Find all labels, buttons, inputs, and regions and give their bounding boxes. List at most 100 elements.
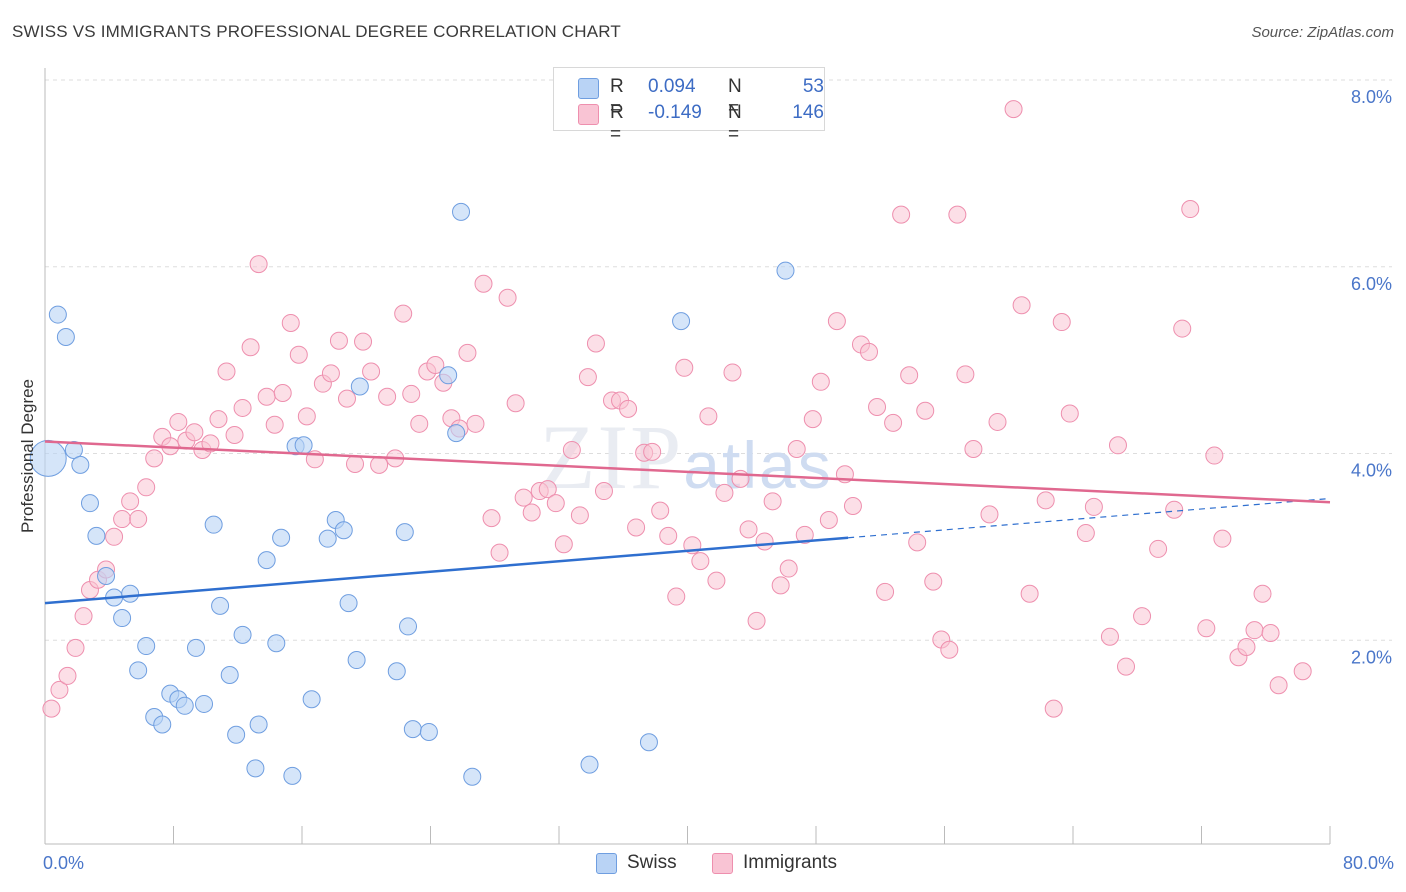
- swiss-point: [283, 766, 302, 785]
- swiss-point: [439, 366, 458, 385]
- immigrants-point: [1245, 621, 1264, 640]
- immigrants-point: [137, 478, 156, 497]
- swiss-point: [97, 567, 116, 586]
- swiss-point: [639, 733, 658, 752]
- immigrants-point: [651, 501, 670, 520]
- immigrants-point: [50, 680, 69, 699]
- immigrants-point: [707, 571, 726, 590]
- swiss-point: [64, 440, 83, 459]
- immigrants-point: [169, 412, 188, 431]
- immigrants-point: [1173, 319, 1192, 338]
- immigrants-point: [370, 455, 389, 474]
- swiss-point: [347, 651, 366, 670]
- swiss-point: [121, 584, 140, 603]
- swiss-point: [257, 551, 276, 570]
- y-tick-label: 6.0%: [1351, 274, 1392, 294]
- swiss-point: [419, 722, 438, 741]
- grid-layer: [45, 79, 1392, 641]
- immigrants-point: [121, 492, 140, 511]
- immigrants-point: [498, 288, 517, 307]
- swiss-point: [776, 261, 795, 280]
- immigrants-point: [225, 426, 244, 445]
- immigrants-point: [956, 365, 975, 384]
- immigrants-point: [354, 332, 373, 351]
- immigrants-point: [490, 543, 509, 562]
- trend-lines: [44, 440, 1331, 605]
- y-tick-label: 4.0%: [1351, 461, 1392, 481]
- swiss-point: [302, 690, 321, 709]
- immigrants-point: [58, 666, 77, 685]
- swiss-point: [272, 528, 291, 547]
- immigrants-point: [273, 383, 292, 402]
- swiss-legend-label: Swiss: [627, 852, 677, 873]
- immigrants-legend-swatch: [712, 853, 733, 874]
- immigrants-point: [1165, 500, 1184, 519]
- immigrants-point: [1020, 584, 1039, 603]
- immigrants-point: [916, 401, 935, 420]
- immigrants-point: [466, 414, 485, 433]
- swiss-point: [580, 755, 599, 774]
- immigrants-point: [1117, 657, 1136, 676]
- swiss-trend-extension: [848, 497, 1331, 539]
- immigrants-point: [1100, 627, 1119, 646]
- immigrants-point: [739, 520, 758, 539]
- immigrants-point: [1181, 200, 1200, 219]
- immigrants-point: [514, 488, 533, 507]
- immigrants-point: [627, 518, 646, 537]
- immigrants-point: [410, 414, 429, 433]
- immigrants-point: [659, 526, 678, 545]
- x-tick-label: 80.0%: [1343, 853, 1394, 873]
- swiss-point: [220, 665, 239, 684]
- immigrants-point: [394, 304, 413, 323]
- swiss-points: [29, 202, 795, 786]
- immigrants-point: [289, 345, 308, 364]
- immigrants-point: [1044, 699, 1063, 718]
- y-axis-label: Professional Degree: [18, 379, 37, 533]
- immigrants-point: [892, 205, 911, 224]
- immigrants-point: [1213, 529, 1232, 548]
- immigrants-point: [578, 368, 597, 387]
- swiss-point: [318, 529, 337, 548]
- axis-layer: 2.0% 4.0% 6.0% 8.0% 0.0% 80.0%: [43, 68, 1394, 873]
- swiss-point: [129, 661, 148, 680]
- immigrants-point: [811, 372, 830, 391]
- immigrants-point: [145, 449, 164, 468]
- immigrants-point: [868, 398, 887, 417]
- immigrants-point: [876, 582, 895, 601]
- swiss-point: [87, 526, 106, 545]
- immigrants-point: [586, 334, 605, 353]
- immigrants-point: [1004, 100, 1023, 119]
- swiss-point: [246, 759, 265, 778]
- immigrants-point: [129, 510, 148, 529]
- immigrants-point: [948, 205, 967, 224]
- swiss-r-value: 0.094: [648, 76, 696, 97]
- immigrants-r-label: R =: [610, 102, 624, 145]
- swiss-point: [195, 694, 214, 713]
- swiss-point: [267, 634, 286, 653]
- immigrants-point: [1293, 662, 1312, 681]
- immigrants-point: [233, 398, 252, 417]
- swiss-point: [463, 767, 482, 786]
- immigrants-point: [715, 483, 734, 502]
- immigrants-point: [249, 255, 268, 274]
- immigrants-point: [474, 274, 493, 293]
- swiss-point: [249, 715, 268, 734]
- immigrants-trend-line: [44, 440, 1331, 504]
- immigrants-point: [924, 572, 943, 591]
- immigrants-point: [1076, 524, 1095, 543]
- immigrants-point: [827, 312, 846, 331]
- immigrants-point: [538, 480, 557, 499]
- immigrants-point: [209, 410, 228, 429]
- immigrants-point: [554, 535, 573, 554]
- swiss-point: [137, 637, 156, 656]
- immigrants-point: [426, 355, 445, 374]
- swiss-r-label: R =: [610, 76, 624, 119]
- swiss-point: [399, 617, 418, 636]
- immigrants-point: [771, 576, 790, 595]
- y-tick-label: 8.0%: [1351, 87, 1392, 107]
- swiss-point: [403, 720, 422, 739]
- immigrants-point: [755, 532, 774, 551]
- immigrants-point: [795, 525, 814, 544]
- immigrants-point: [763, 492, 782, 511]
- immigrants-point: [1036, 491, 1055, 510]
